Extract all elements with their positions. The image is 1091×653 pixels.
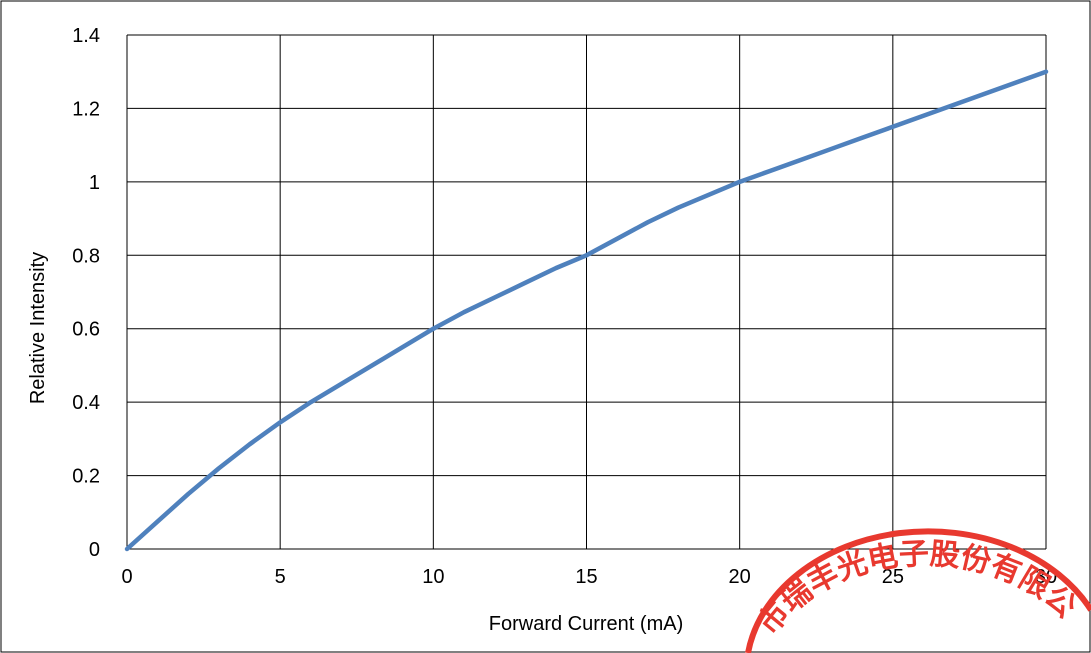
y-tick-label: 1.4 [72,25,100,47]
series-layer [124,69,1049,552]
y-tick-labels: 0 0.2 0.4 0.6 0.8 1 1.2 1.4 [72,25,100,561]
y-tick-label: 0.8 [72,245,100,267]
seal-text: 市瑞丰光电子股份有限公 [751,536,1083,641]
x-tick-label: 10 [422,566,444,588]
company-seal: 市瑞丰光电子股份有限公 [745,528,1091,653]
y-tick-label: 1.2 [72,98,100,120]
grid [126,34,1047,550]
y-tick-label: 1 [89,172,100,194]
x-axis-title: Forward Current (mA) [489,613,683,635]
y-tick-label: 0.6 [72,319,100,341]
y-tick-label: 0 [89,539,100,561]
x-tick-label: 5 [275,566,286,588]
x-tick-label: 25 [882,566,904,588]
y-tick-label: 0.4 [72,392,100,414]
seal-outer-ring [745,528,1091,653]
x-tick-label: 20 [729,566,751,588]
x-tick-label: 15 [575,566,597,588]
y-axis-title: Relative Intensity [27,252,49,404]
series-line-0 [124,69,1049,552]
y-tick-label: 0.2 [72,466,100,488]
x-tick-label: 0 [121,566,132,588]
